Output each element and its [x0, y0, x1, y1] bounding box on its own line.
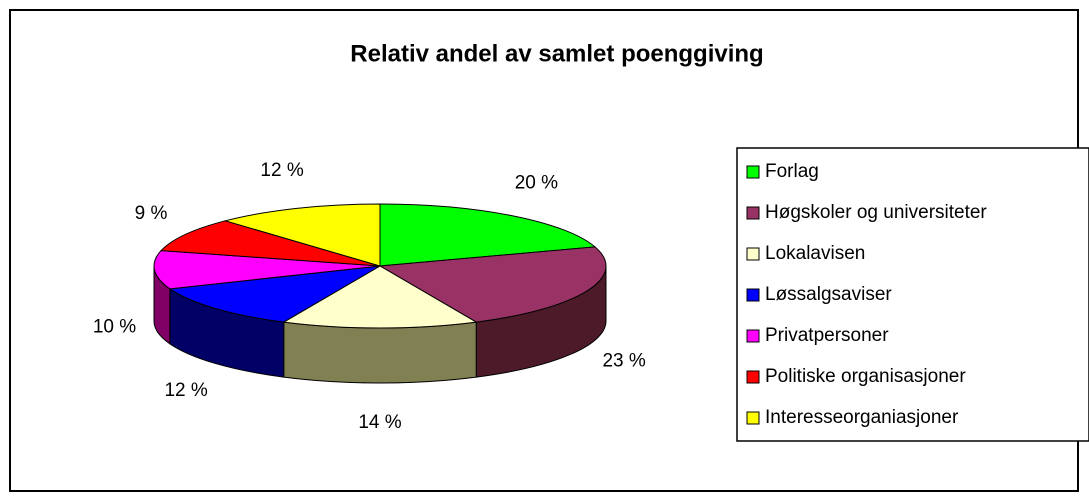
pie-side — [283, 321, 477, 384]
legend-swatch — [746, 329, 760, 343]
legend-label: Forlag — [765, 161, 819, 182]
pie-slice — [223, 203, 381, 267]
legend-label: Løssalgsaviser — [765, 284, 892, 305]
legend-box — [736, 147, 1089, 442]
data-label: 12 % — [260, 160, 303, 181]
legend-label: Interesseorganiasjoner — [765, 407, 959, 428]
legend-label: Høgskoler og universiteter — [765, 202, 987, 223]
legend-label: Privatpersoner — [765, 325, 889, 346]
pie-slice — [153, 250, 381, 290]
legend-swatch — [746, 370, 760, 384]
data-label: 12 % — [164, 380, 207, 401]
legend-label: Lokalavisen — [765, 243, 865, 264]
pie-slice — [282, 265, 478, 329]
pie-slice — [379, 203, 597, 267]
legend-swatch — [746, 247, 760, 261]
pie-slice — [378, 246, 607, 323]
legend-swatch — [746, 165, 760, 179]
legend-swatch — [746, 206, 760, 220]
pie-slice — [160, 220, 381, 267]
data-label: 23 % — [602, 351, 645, 372]
legend-swatch — [746, 288, 760, 302]
pie-slice — [168, 265, 381, 323]
legend-label: Politiske organisasjoner — [765, 366, 966, 387]
legend-swatch — [746, 411, 760, 425]
data-label: 20 % — [515, 172, 558, 193]
data-label: 14 % — [358, 412, 401, 433]
chart-title: Relativ andel av samlet poenggiving — [350, 40, 763, 67]
data-label: 9 % — [135, 203, 168, 224]
data-label: 10 % — [93, 316, 136, 337]
